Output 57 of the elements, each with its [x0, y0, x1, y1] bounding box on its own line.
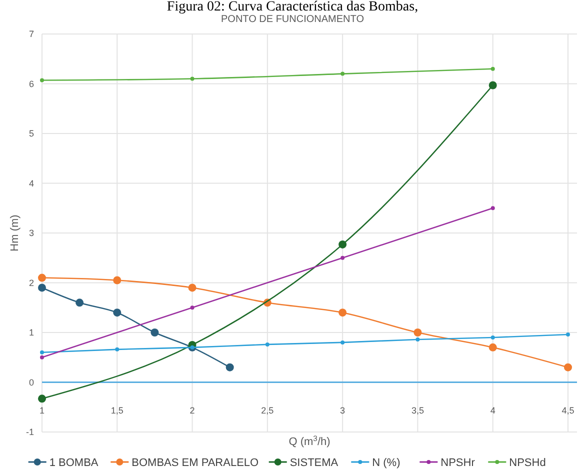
- point: [150, 328, 159, 336]
- x-axis-title: Q (m$^{3}$/h): [288, 434, 330, 448]
- legend-label: NPSHr: [440, 457, 476, 469]
- point: [38, 274, 46, 282]
- point: [490, 206, 495, 210]
- point: [488, 343, 497, 352]
- chart-title: PONTO DE FUNCIONAMENTO: [221, 14, 364, 25]
- text: Figura 02: Curva Característica das Bombas,: [166, 0, 418, 14]
- y-tick-label: -1: [26, 427, 34, 438]
- point: [566, 332, 570, 336]
- point: [340, 72, 345, 76]
- point: [40, 355, 44, 360]
- point: [416, 337, 420, 342]
- point: [265, 342, 270, 346]
- y-tick-label: 1: [28, 328, 34, 338]
- point: [38, 394, 46, 403]
- x-tick-label: 3,5: [411, 405, 424, 416]
- point: [38, 284, 46, 292]
- point: [190, 76, 194, 81]
- point: [40, 78, 44, 82]
- point: [115, 347, 120, 352]
- point: [488, 81, 497, 90]
- x-tick-label: 4,5: [562, 405, 574, 416]
- point: [40, 350, 44, 354]
- legend-label: 1 BOMBA: [49, 457, 99, 469]
- x-tick-label: 2,5: [261, 405, 274, 416]
- point: [340, 340, 345, 344]
- point: [226, 363, 234, 372]
- point: [490, 335, 495, 340]
- point: [414, 328, 422, 336]
- legend-label: NPSHd: [509, 457, 546, 469]
- legend-label: SISTEMA: [290, 457, 339, 469]
- y-tick-label: 4: [28, 178, 34, 188]
- x-tick-label: 4: [490, 405, 496, 416]
- point: [338, 308, 347, 317]
- point: [113, 308, 122, 317]
- point: [564, 363, 572, 372]
- x-tick-label: 1: [39, 405, 45, 416]
- point: [490, 66, 495, 71]
- y-tick-label: 7: [28, 29, 34, 40]
- y-tick-label: 3: [28, 228, 34, 238]
- y-tick-label: 5: [28, 128, 34, 139]
- point: [113, 276, 122, 284]
- x-tick-label: 1,5: [110, 405, 124, 416]
- x-tick-label: 3: [340, 405, 346, 416]
- legend-label: BOMBAS EM PARALELO: [132, 457, 260, 469]
- y-tick-label: 2: [28, 278, 34, 288]
- y-tick-label: 0: [28, 377, 34, 388]
- y-axis-title: Hm (m): [9, 214, 21, 252]
- y-tick-label: 6: [28, 78, 34, 89]
- legend-label: N (%): [372, 457, 400, 469]
- point: [340, 256, 345, 260]
- x-tick-label: 2: [190, 405, 195, 416]
- point: [338, 240, 347, 248]
- point: [76, 298, 84, 307]
- point: [188, 284, 196, 292]
- point: [190, 306, 194, 310]
